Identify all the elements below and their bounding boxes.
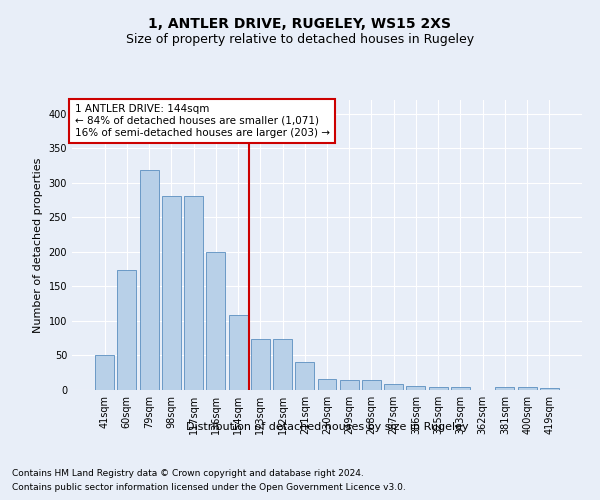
Bar: [340, 380, 359, 390]
Bar: [229, 314, 248, 390]
Bar: [496, 387, 514, 390]
Bar: [118, 270, 136, 390]
Bar: [273, 339, 292, 390]
Bar: [251, 339, 270, 390]
Text: Distribution of detached houses by size in Rugeley: Distribution of detached houses by size …: [185, 422, 469, 432]
Bar: [429, 387, 448, 390]
Bar: [95, 355, 114, 390]
Bar: [384, 384, 403, 390]
Bar: [406, 386, 425, 390]
Text: Size of property relative to detached houses in Rugeley: Size of property relative to detached ho…: [126, 32, 474, 46]
Text: 1, ANTLER DRIVE, RUGELEY, WS15 2XS: 1, ANTLER DRIVE, RUGELEY, WS15 2XS: [149, 18, 452, 32]
Bar: [362, 380, 381, 390]
Bar: [140, 170, 158, 390]
Bar: [451, 387, 470, 390]
Bar: [540, 388, 559, 390]
Y-axis label: Number of detached properties: Number of detached properties: [33, 158, 43, 332]
Text: Contains HM Land Registry data © Crown copyright and database right 2024.: Contains HM Land Registry data © Crown c…: [12, 468, 364, 477]
Bar: [162, 196, 181, 390]
Bar: [317, 379, 337, 390]
Text: Contains public sector information licensed under the Open Government Licence v3: Contains public sector information licen…: [12, 484, 406, 492]
Bar: [518, 387, 536, 390]
Bar: [184, 196, 203, 390]
Text: 1 ANTLER DRIVE: 144sqm
← 84% of detached houses are smaller (1,071)
16% of semi-: 1 ANTLER DRIVE: 144sqm ← 84% of detached…: [74, 104, 329, 138]
Bar: [206, 252, 225, 390]
Bar: [295, 362, 314, 390]
